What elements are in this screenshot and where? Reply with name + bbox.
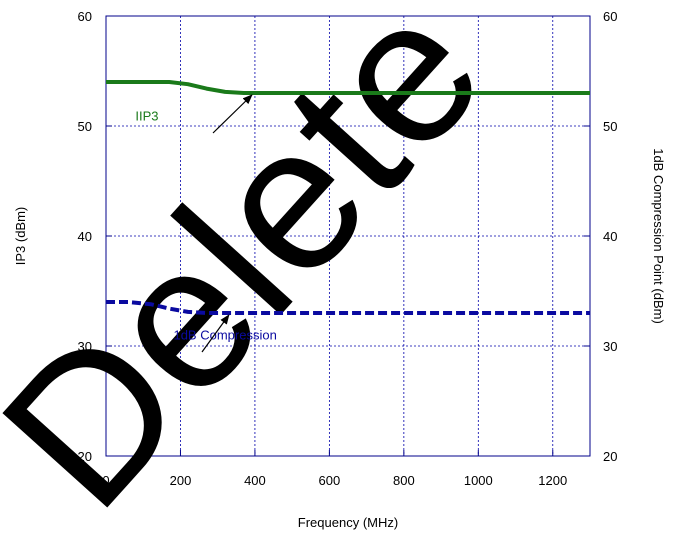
series-line-iip3 xyxy=(106,80,590,95)
annotation-label-0: IIP3 xyxy=(135,109,158,124)
y-tick-label-right: 60 xyxy=(603,9,617,24)
ticks-layer: 0 200 400 600 800 1000 1200 20 30 40 50 60 20 30 40 50 6… xyxy=(78,9,618,488)
series-layer xyxy=(106,80,590,315)
y-tick-label-left: 40 xyxy=(78,229,92,244)
x-tick-label: 0 xyxy=(102,473,109,488)
x-tick-label: 1000 xyxy=(464,473,493,488)
x-axis-label: Frequency (MHz) xyxy=(298,515,398,530)
y-tick-label-right: 40 xyxy=(603,229,617,244)
annotation-label-1: 1dB Compression xyxy=(173,327,276,342)
annotation-layer: IIP3 1dB Compression xyxy=(135,94,277,353)
y-tick-label-left: 30 xyxy=(78,339,92,354)
y-axis-label-left: IP3 (dBm) xyxy=(13,207,28,266)
y-tick-label-right: 30 xyxy=(603,339,617,354)
x-tick-label: 600 xyxy=(319,473,341,488)
annotation-arrow-0 xyxy=(212,94,253,134)
x-tick-label: 1200 xyxy=(538,473,567,488)
y-axis-label-right: 1dB Compression Point (dBm) xyxy=(651,148,666,324)
y-tick-label-right: 50 xyxy=(603,119,617,134)
y-tick-label-left: 50 xyxy=(78,119,92,134)
x-tick-label: 800 xyxy=(393,473,415,488)
y-tick-label-left: 60 xyxy=(78,9,92,24)
x-tick-label: 400 xyxy=(244,473,266,488)
y-tick-label-right: 20 xyxy=(603,449,617,464)
x-tick-label: 200 xyxy=(170,473,192,488)
grid-layer xyxy=(106,16,590,456)
annotation-arrow-1 xyxy=(201,314,230,353)
y-tick-label-left: 20 xyxy=(78,449,92,464)
series-line-1db-compression xyxy=(106,300,590,315)
